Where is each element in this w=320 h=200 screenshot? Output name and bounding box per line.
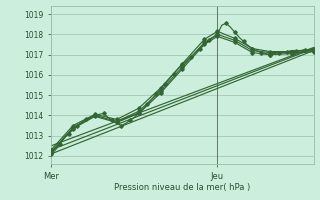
X-axis label: Pression niveau de la mer( hPa ): Pression niveau de la mer( hPa ) xyxy=(114,183,251,192)
